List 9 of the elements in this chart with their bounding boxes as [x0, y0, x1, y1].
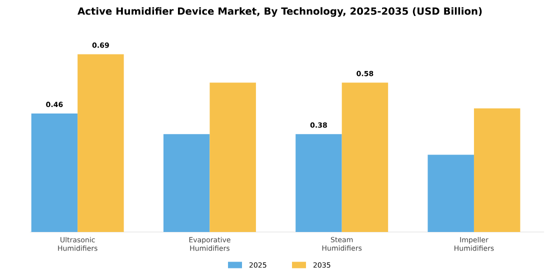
bar [163, 134, 210, 232]
bar [474, 108, 520, 232]
bar [31, 113, 78, 232]
bar [210, 82, 256, 232]
bar [296, 134, 342, 232]
bar [428, 154, 474, 232]
bar [78, 54, 124, 232]
chart-title: Active Humidifier Device Market, By Technology, 2025-2035 (USD Billion) [78, 7, 482, 17]
bar [342, 82, 388, 232]
